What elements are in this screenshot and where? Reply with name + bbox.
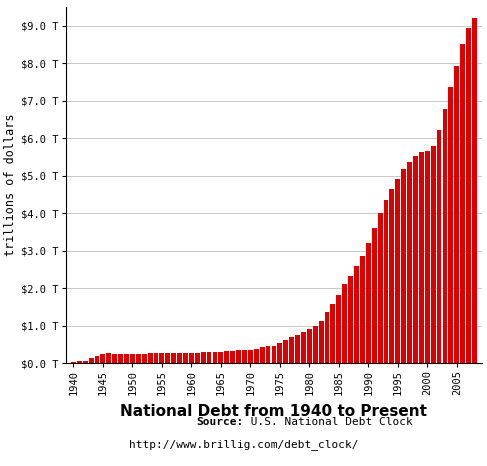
Bar	[401, 169, 406, 363]
Bar	[342, 284, 347, 363]
Bar	[106, 353, 111, 363]
Bar	[89, 358, 94, 363]
Bar	[171, 353, 176, 363]
Bar	[407, 162, 412, 363]
Bar	[283, 340, 288, 363]
Bar	[419, 151, 424, 363]
Bar	[301, 332, 306, 363]
Bar	[225, 351, 229, 363]
Bar	[289, 337, 294, 363]
Bar	[166, 353, 170, 363]
Bar	[331, 304, 336, 363]
Bar	[136, 354, 141, 363]
Bar	[437, 130, 442, 363]
Bar	[124, 354, 129, 363]
Bar	[212, 352, 217, 363]
Bar	[201, 352, 206, 363]
Bar	[230, 351, 235, 363]
Bar	[295, 335, 300, 363]
Bar	[189, 353, 194, 363]
Bar	[112, 354, 117, 363]
Bar	[443, 109, 448, 363]
Bar	[348, 276, 353, 363]
Bar	[372, 228, 376, 363]
Bar	[248, 350, 253, 363]
Bar	[260, 348, 264, 363]
Bar	[118, 354, 123, 363]
Bar	[431, 145, 435, 363]
Bar	[148, 354, 152, 363]
Bar	[366, 243, 371, 363]
Bar	[153, 353, 158, 363]
Bar	[142, 354, 147, 363]
Text: U.S. National Debt Clock: U.S. National Debt Clock	[244, 417, 412, 427]
Text: http://www.brillig.com/debt_clock/: http://www.brillig.com/debt_clock/	[129, 439, 358, 451]
Bar	[278, 343, 282, 363]
Bar	[395, 179, 400, 363]
Text: Source:: Source:	[196, 417, 244, 427]
Bar	[71, 362, 76, 363]
Bar	[337, 295, 341, 363]
Bar	[384, 200, 389, 363]
Bar	[318, 321, 323, 363]
Bar	[83, 361, 88, 363]
Bar	[100, 354, 105, 363]
Bar	[472, 18, 477, 363]
Bar	[130, 354, 135, 363]
Bar	[360, 256, 365, 363]
Y-axis label: trillions of dollars: trillions of dollars	[4, 114, 17, 256]
Bar	[325, 312, 329, 363]
Bar	[236, 350, 241, 363]
Bar	[425, 151, 430, 363]
Bar	[460, 44, 465, 363]
Bar	[313, 326, 318, 363]
Bar	[449, 87, 453, 363]
Bar	[195, 353, 200, 363]
Bar	[219, 351, 223, 363]
Bar	[206, 352, 211, 363]
Bar	[454, 66, 459, 363]
Bar	[272, 346, 276, 363]
X-axis label: National Debt from 1940 to Present: National Debt from 1940 to Present	[120, 404, 428, 419]
Bar	[466, 27, 471, 363]
Bar	[265, 346, 270, 363]
Bar	[77, 361, 82, 363]
Bar	[254, 349, 259, 363]
Bar	[354, 266, 359, 363]
Bar	[159, 353, 164, 363]
Bar	[413, 156, 418, 363]
Bar	[94, 356, 99, 363]
Bar	[183, 353, 188, 363]
Bar	[177, 353, 182, 363]
Bar	[307, 329, 312, 363]
Bar	[390, 189, 394, 363]
Bar	[242, 350, 247, 363]
Bar	[378, 213, 382, 363]
